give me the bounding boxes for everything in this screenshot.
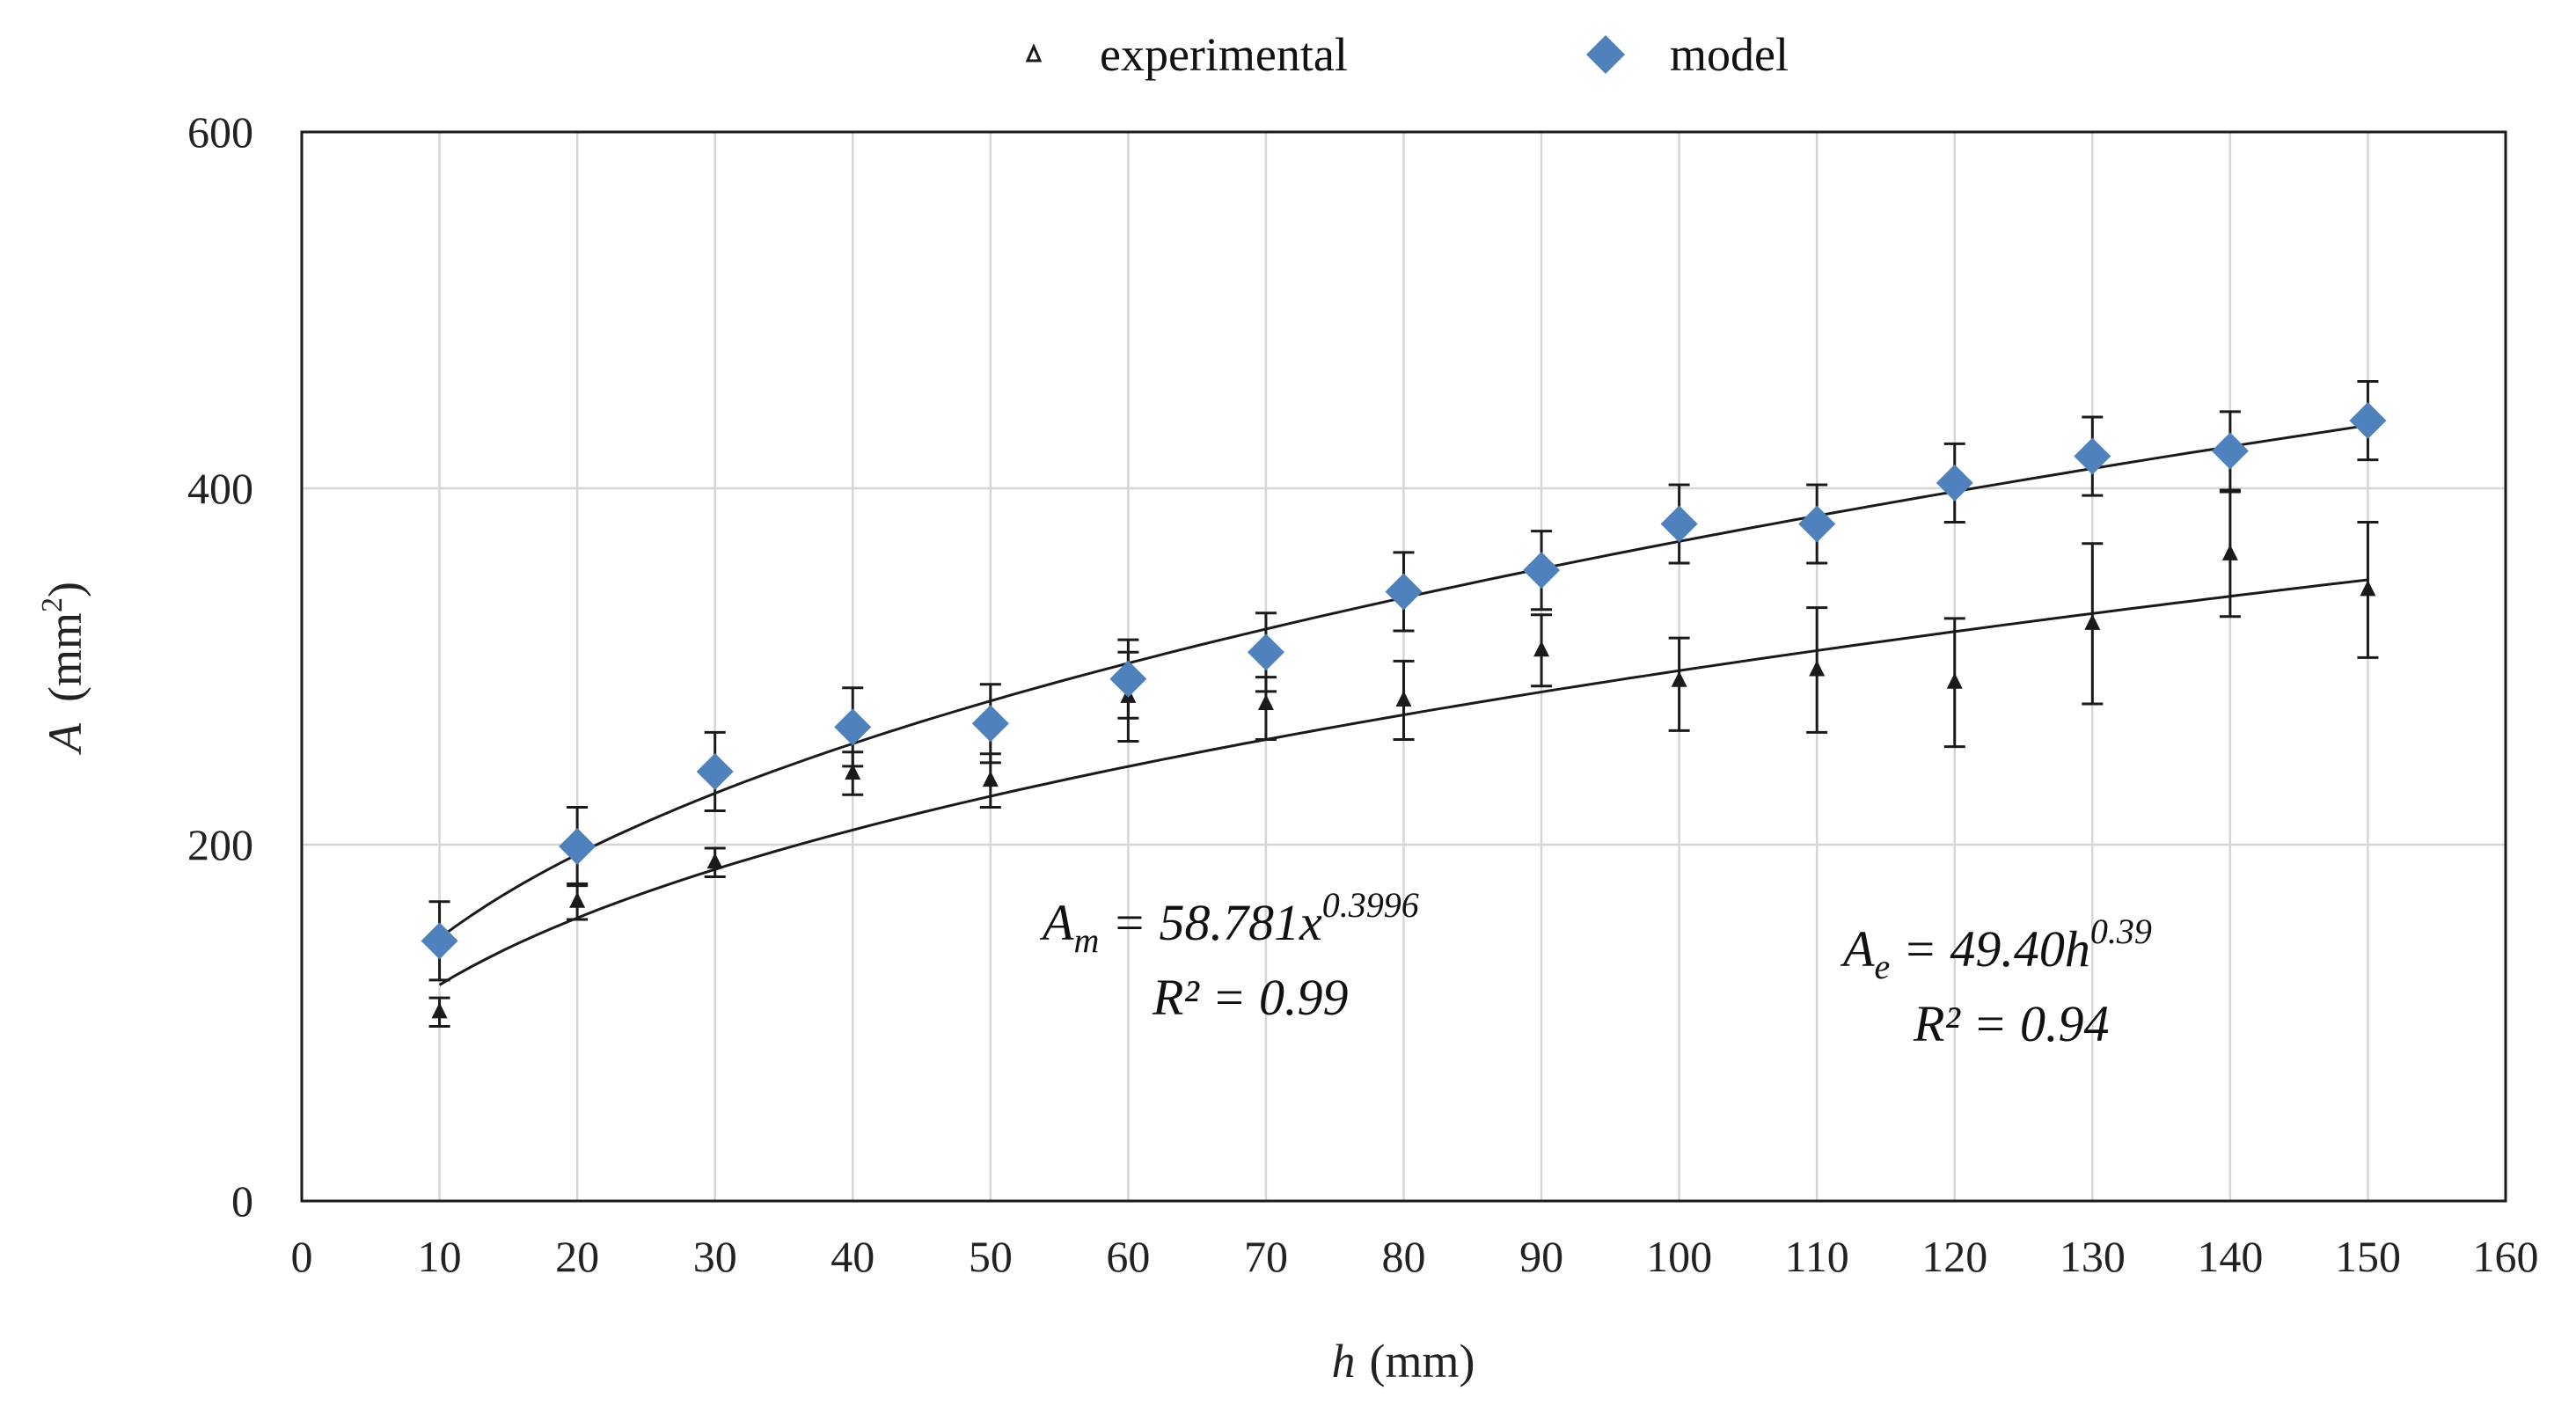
model-fit-annotation: Am = 58.781x0.3996 R² = 0.99 [1039, 885, 1419, 1026]
experimental-point [2084, 613, 2101, 630]
model-point [2074, 437, 2111, 475]
x-axis-var: h [1332, 1335, 1356, 1388]
model-eq-exp: 0.3996 [1322, 885, 1419, 925]
x-tick-label: 70 [1244, 1232, 1288, 1281]
model-r2: R² = 0.99 [1152, 969, 1348, 1026]
exp-eq-exp: 0.39 [2090, 912, 2152, 951]
experimental-point [431, 1002, 448, 1019]
model-point [421, 922, 458, 960]
exp-eq-sub: e [1874, 947, 1890, 986]
y-tick-label: 0 [231, 1176, 253, 1226]
legend-experimental-marker [1025, 43, 1043, 62]
x-tick-label: 160 [2473, 1232, 2539, 1281]
x-tick-label: 50 [969, 1232, 1013, 1281]
experimental-point [1809, 660, 1826, 677]
y-tick-label: 400 [187, 464, 253, 513]
experimental-point [706, 853, 723, 869]
model-point [1385, 573, 1423, 611]
x-tick-label: 120 [1921, 1232, 1987, 1281]
experimental-point [982, 771, 999, 787]
model-point [1109, 660, 1147, 698]
plot-frame [300, 130, 2507, 1203]
model-point [1660, 505, 1698, 543]
experimental-point [2360, 580, 2376, 597]
y-axis-var: A [39, 722, 91, 755]
x-tick-label: 100 [1646, 1232, 1712, 1281]
experimental-fit-annotation: Ae = 49.40h0.39 R² = 0.94 [1840, 912, 2152, 1052]
y-axis-close: ) [39, 582, 91, 597]
x-tick-label: 10 [418, 1232, 462, 1281]
model-eq-sub: m [1073, 920, 1099, 960]
model-point [1523, 552, 1561, 589]
model-point [971, 705, 1009, 743]
experimental-point [2221, 544, 2238, 560]
x-tick-label: 40 [831, 1232, 875, 1281]
y-axis-unit: (mm [39, 612, 91, 702]
model-point [2211, 432, 2249, 470]
x-tick-label: 90 [1519, 1232, 1563, 1281]
x-tick-label: 130 [2060, 1232, 2126, 1281]
plot-area: 0 10 20 30 40 50 60 70 80 90 100 110 120 130 140 150 160… [187, 107, 2539, 1281]
experimental-r2: R² = 0.94 [1913, 995, 2109, 1052]
model-point [1247, 633, 1284, 671]
x-tick-label: 0 [291, 1232, 313, 1281]
y-axis-sup: 2 [36, 597, 69, 612]
x-tick-label: 20 [555, 1232, 599, 1281]
experimental-point [1533, 641, 1550, 657]
experimental-point [1257, 694, 1274, 711]
x-tick-label: 110 [1785, 1232, 1849, 1281]
x-tick-label: 30 [693, 1232, 737, 1281]
experimental-point [1395, 690, 1412, 707]
exp-eq-var: A [1840, 920, 1875, 978]
x-axis-unit: (mm) [1370, 1335, 1475, 1388]
exp-eq-body: = 49.40h [1890, 920, 2090, 978]
y-axis-title: A (mm2) [36, 582, 91, 755]
legend-model-marker [1586, 35, 1625, 74]
legend-model-label: model [1670, 28, 1789, 81]
y-tick-label: 600 [187, 107, 253, 157]
experimental-point [1946, 672, 1963, 689]
data-points [421, 402, 2387, 1019]
model-point [2349, 402, 2387, 440]
x-tick-label: 150 [2335, 1232, 2401, 1281]
legend-experimental-label: experimental [1100, 28, 1348, 81]
model-point [559, 828, 596, 866]
x-tick-label: 60 [1106, 1232, 1150, 1281]
model-eq-var: A [1039, 894, 1074, 951]
experimental-point [845, 764, 861, 780]
experimental-point [1671, 670, 1687, 687]
x-tick-label: 80 [1382, 1232, 1426, 1281]
legend: experimental model [1025, 28, 1789, 81]
model-point [1936, 464, 1973, 502]
model-point [1798, 505, 1836, 543]
y-tick-labels: 0 200 400 600 [187, 107, 253, 1226]
x-tick-labels: 0 10 20 30 40 50 60 70 80 90 100 110 120 130 140 150 160 [291, 1232, 2539, 1281]
x-axis-title: h (mm) [1332, 1335, 1475, 1388]
model-equation: Am = 58.781x0.3996 [1039, 885, 1419, 960]
experimental-equation: Ae = 49.40h0.39 [1840, 912, 2152, 986]
y-tick-label: 200 [187, 820, 253, 869]
experimental-point [569, 891, 586, 908]
x-tick-label: 140 [2197, 1232, 2263, 1281]
model-eq-body: = 58.781x [1099, 894, 1322, 951]
model-point [696, 752, 734, 790]
model-point [834, 708, 872, 746]
